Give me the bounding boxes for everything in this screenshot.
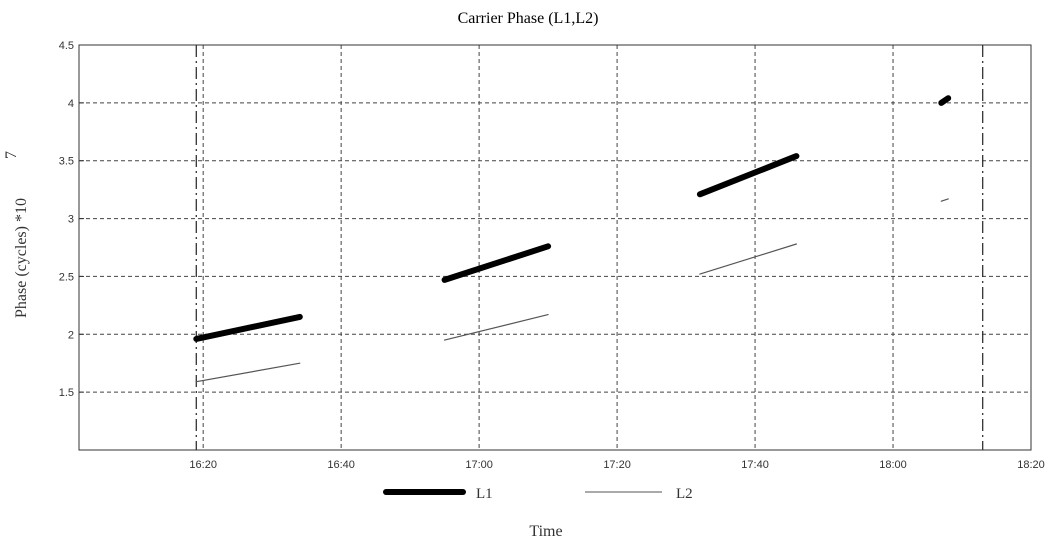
series-l1-segment (696, 153, 800, 198)
x-tick-label: 17:20 (603, 459, 631, 471)
x-tick-label: 17:40 (741, 459, 769, 471)
x-tick-label: 17:00 (465, 459, 493, 471)
y-axis-exponent: 7 (3, 151, 20, 159)
y-tick-label: 4 (68, 98, 74, 110)
series-l1-segment (441, 243, 552, 283)
chart-title: Carrier Phase (L1,L2) (458, 10, 599, 27)
series-l2-segment (195, 362, 301, 383)
grid (79, 44, 1032, 450)
y-tick-label: 2 (68, 329, 74, 341)
y-tick-label: 3.5 (59, 156, 74, 168)
vertical-markers (195, 45, 984, 450)
x-tick-label: 16:20 (189, 459, 217, 471)
series-l1-segment (193, 313, 303, 342)
y-axis-title: Phase (cycles) *10 (13, 198, 30, 318)
x-tick-label: 18:20 (1017, 459, 1045, 471)
legend: L1 L2 (383, 486, 693, 502)
series-l2-segment (940, 198, 949, 202)
x-axis-title: Time (529, 523, 562, 540)
plot-area-frame (78, 44, 1032, 451)
series-l2-segment (444, 314, 549, 341)
legend-label-l1: L1 (476, 486, 493, 502)
x-tick-label: 18:00 (879, 459, 907, 471)
series-l1-segment (938, 95, 952, 106)
y-tick-label: 3 (68, 214, 74, 226)
y-tick-label: 4.5 (59, 40, 74, 52)
series-group (193, 95, 952, 383)
tick-labels: 1.5 2 2.5 3 3.5 4 4.5 16:20 16:40 17:00 17:20 17:40… (59, 40, 1045, 471)
y-tick-label: 1.5 (59, 387, 74, 399)
legend-label-l2: L2 (676, 486, 693, 502)
x-tick-label: 16:40 (327, 459, 355, 471)
y-tick-label: 2.5 (59, 271, 74, 283)
y-axis-label: Phase (cycles) *10 (13, 198, 30, 318)
series-l2-segment (699, 243, 798, 275)
